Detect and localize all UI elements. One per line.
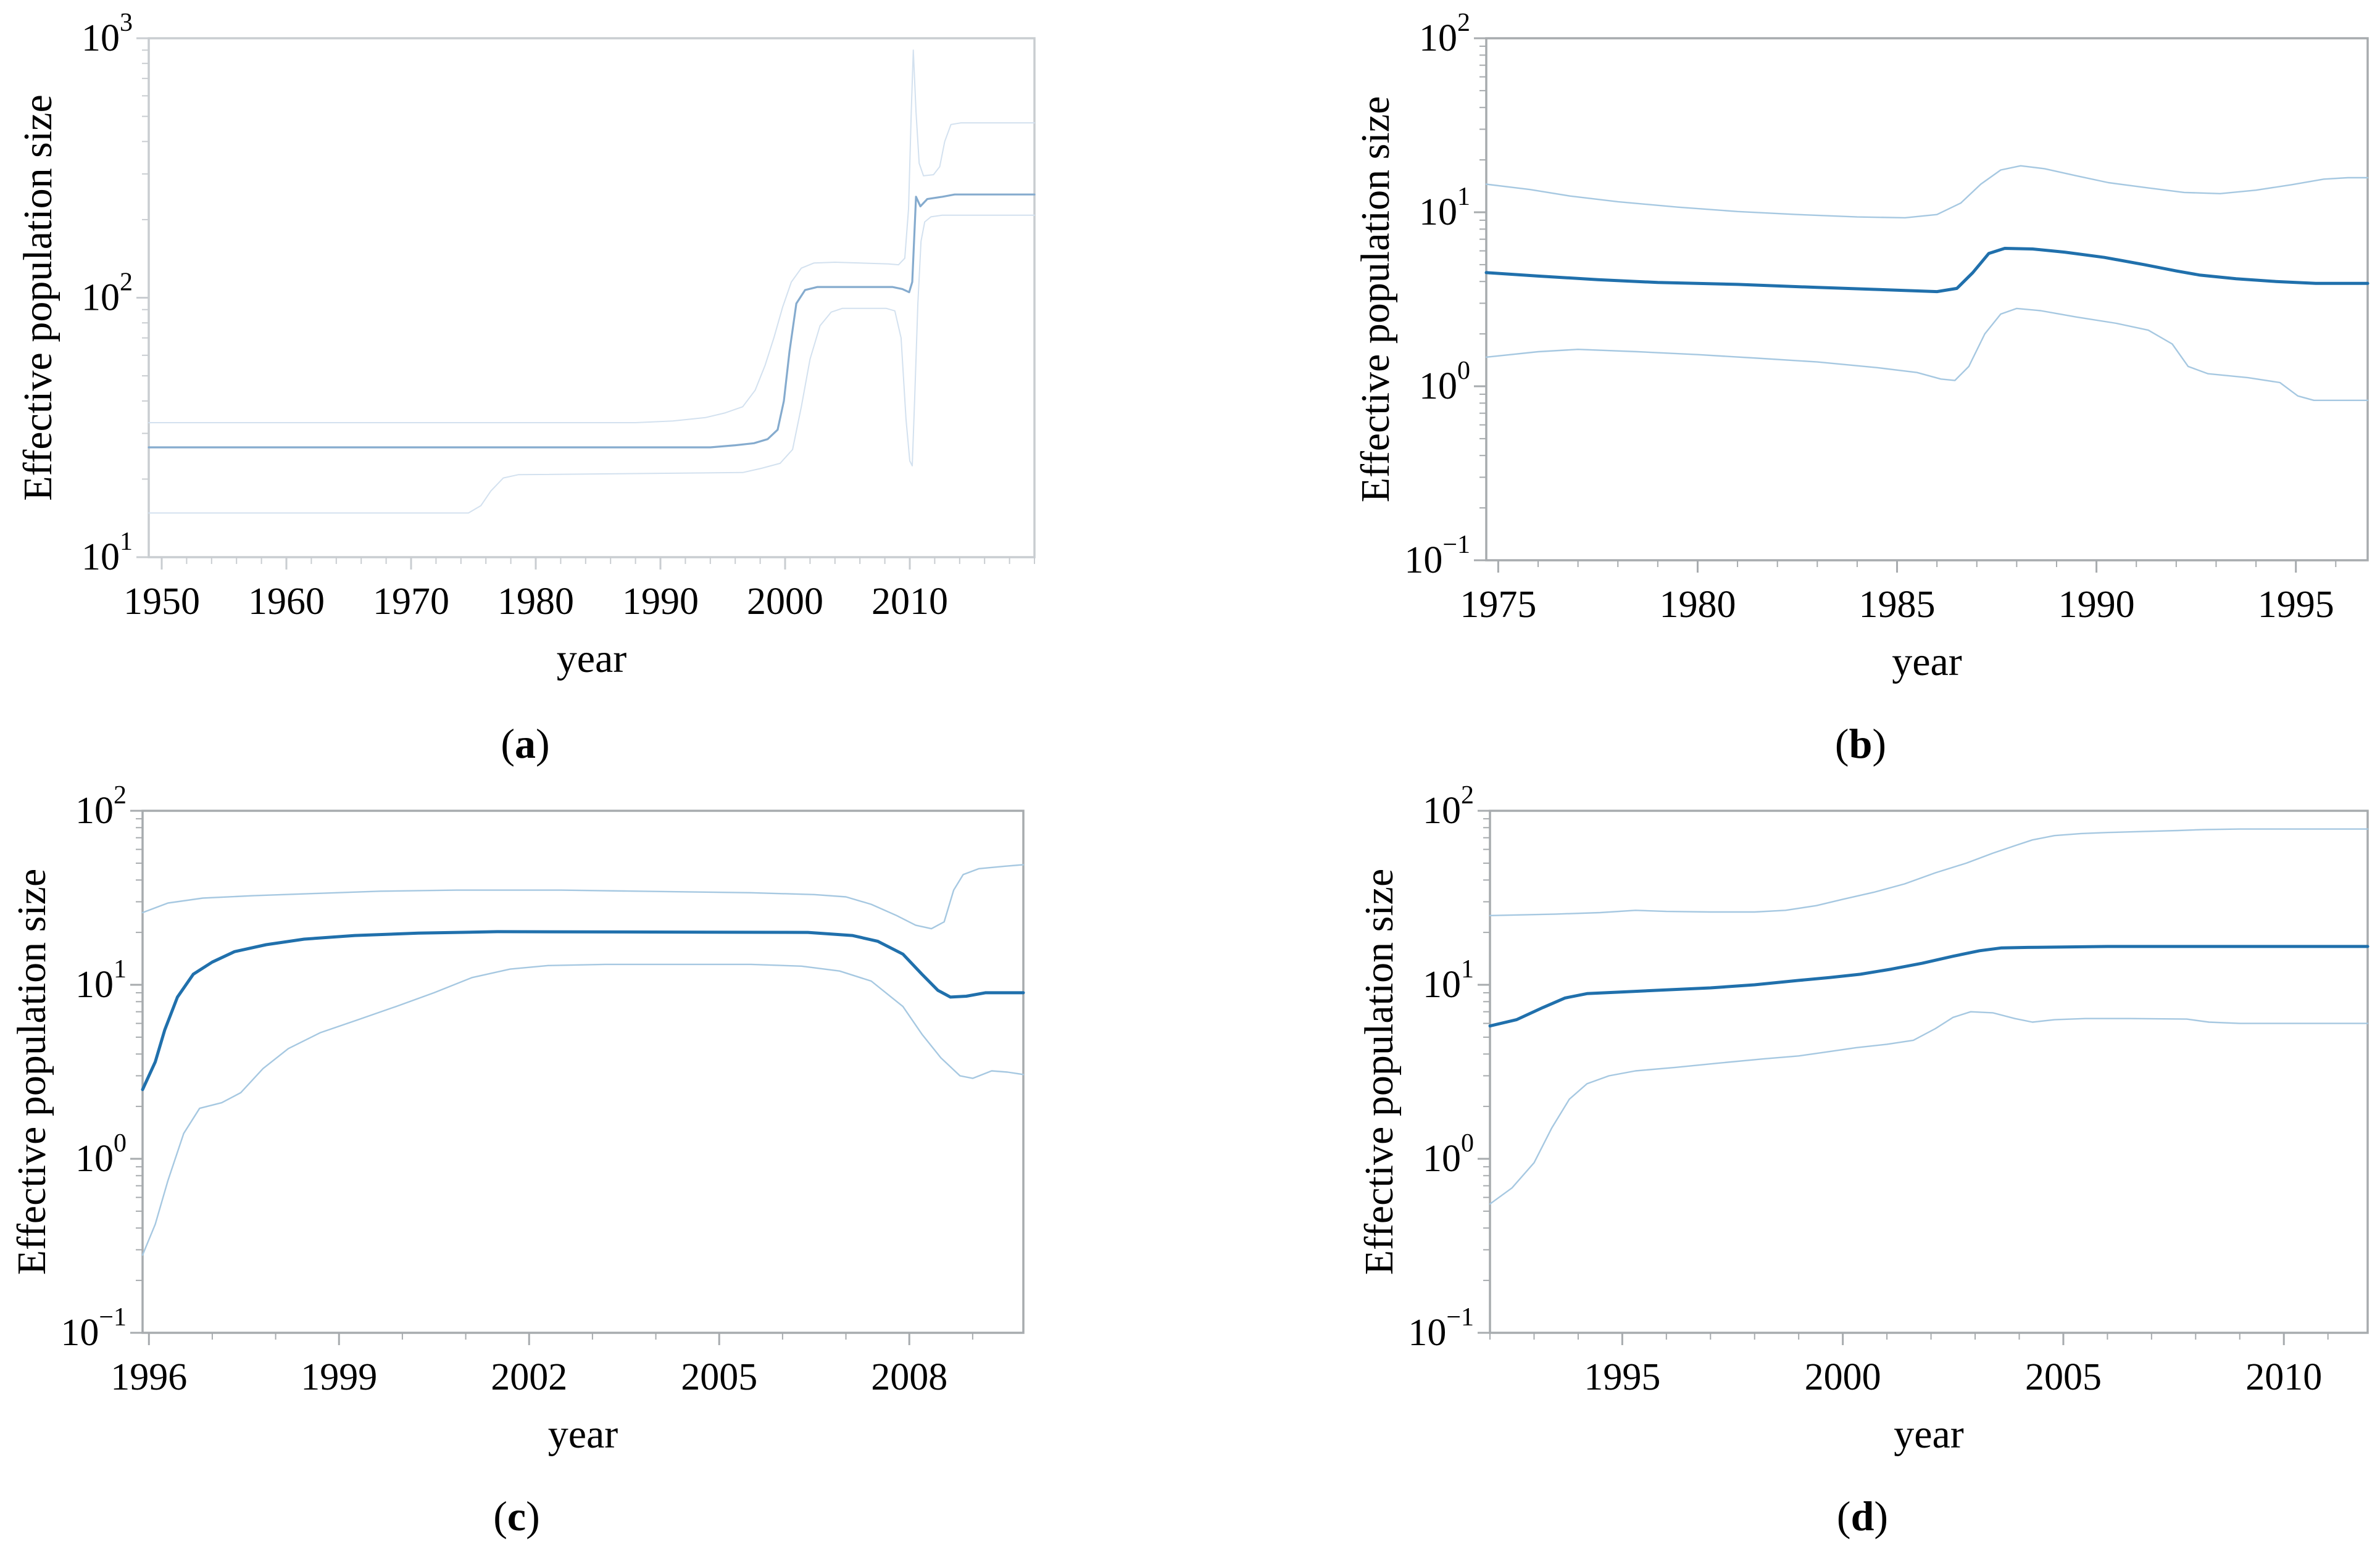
y-tick-label: 10−1 [1404, 531, 1470, 581]
plot-frame [1489, 810, 2369, 1334]
x-tick-label: 1980 [497, 581, 574, 623]
caption-close: ) [1872, 720, 1887, 767]
x-tick-label: 1970 [373, 581, 449, 623]
plot-frame [148, 37, 1036, 558]
x-axis-label: year [557, 636, 627, 681]
y-tick-label: 102 [75, 781, 127, 832]
y-tick-label: 10−1 [60, 1303, 127, 1354]
axes-ticks [136, 37, 1035, 570]
y-axis-label: Effective population size [9, 869, 54, 1275]
caption-letter: d [1850, 1493, 1874, 1540]
x-tick-label: 1995 [1584, 1356, 1660, 1398]
lower-ci-line [1485, 307, 2369, 401]
y-axis-label: Effective population size [15, 94, 60, 501]
x-tick-label: 1999 [301, 1356, 377, 1398]
x-tick-label: 1975 [1460, 584, 1536, 626]
upper-ci-line [1489, 828, 2369, 917]
caption-close: ) [1874, 1493, 1889, 1540]
upper-ci-line [148, 49, 1035, 423]
caption-open: ( [493, 1493, 507, 1540]
y-tick-label: 101 [1419, 183, 1470, 233]
panel-b-caption: (b) [1354, 710, 2368, 777]
y-tick-label: 103 [81, 9, 133, 59]
lower-ci-line [1489, 1011, 2369, 1205]
median-line [148, 193, 1036, 449]
chart-a: 101 102 103 1950 1960 1970 1980 1990 2000 2010 yea… [15, 9, 1036, 681]
chart-c: 10−1 100 101 102 1996 1999 2002 2005 2008 year Eff… [9, 781, 1025, 1457]
y-tick-label: 102 [1419, 9, 1470, 59]
x-axis-label: year [548, 1412, 618, 1457]
upper-ci-line [141, 864, 1025, 930]
panel-c-caption: (c) [10, 1482, 1023, 1550]
y-tick-label: 100 [1419, 357, 1470, 407]
x-tick-label: 2005 [681, 1356, 757, 1398]
panel-a: 101 102 103 1950 1960 1970 1980 1990 2000 2010 yea… [0, 0, 1190, 773]
y-tick-label: 102 [1423, 781, 1474, 832]
upper-ci-line [1485, 165, 2369, 219]
y-tick-label: 101 [81, 528, 133, 578]
chart-d: 10−1 100 101 102 1995 2000 2005 2010 year Effecti… [1357, 781, 2370, 1457]
x-tick-label: 1960 [248, 581, 325, 623]
y-tick-label: 100 [75, 1129, 127, 1180]
caption-open: ( [1836, 1493, 1851, 1540]
x-tick-label: 2005 [2025, 1356, 2102, 1398]
median-line [1488, 945, 2370, 1028]
y-tick-label: 101 [75, 955, 127, 1006]
x-tick-label: 1985 [1859, 584, 1936, 626]
x-tick-label: 2008 [871, 1356, 947, 1398]
y-tick-label: 102 [81, 268, 133, 319]
x-tick-label: 1996 [110, 1356, 187, 1398]
panel-d: 10−1 100 101 102 1995 2000 2005 2010 year Effecti… [1190, 773, 2380, 1545]
caption-letter: c [507, 1493, 526, 1540]
x-tick-label: 1990 [2058, 584, 2135, 626]
caption-open: ( [1834, 720, 1849, 767]
x-tick-label: 2002 [491, 1356, 567, 1398]
axes-ticks [130, 810, 973, 1345]
x-axis-label: year [1894, 1412, 1964, 1457]
y-tick-label: 101 [1423, 955, 1474, 1006]
caption-close: ) [526, 1493, 540, 1540]
x-tick-label: 1950 [123, 581, 200, 623]
y-tick-label: 100 [1423, 1129, 1474, 1180]
lower-ci-line [141, 963, 1025, 1256]
axes-ticks [1478, 810, 2329, 1345]
panel-d-caption: (d) [1357, 1482, 2368, 1550]
x-axis-label: year [1892, 639, 1962, 684]
panel-b: 10−1 100 101 102 1975 1980 1985 1990 1995 year Eff… [1190, 0, 2380, 773]
panel-c: 10−1 100 101 102 1996 1999 2002 2005 2008 year Eff… [0, 773, 1190, 1545]
x-tick-label: 2000 [1805, 1356, 1881, 1398]
caption-close: ) [536, 720, 550, 767]
panel-a-caption: (a) [16, 710, 1034, 777]
x-tick-label: 2010 [2245, 1356, 2322, 1398]
x-tick-label: 2000 [747, 581, 823, 623]
plot-frame [141, 810, 1025, 1334]
lower-ci-line [148, 214, 1035, 514]
caption-letter: b [1849, 720, 1873, 767]
x-tick-label: 1980 [1659, 584, 1736, 626]
y-axis-label: Effective population size [1357, 869, 1402, 1275]
axes-ticks [1474, 37, 2337, 573]
plot-frame [1485, 37, 2369, 562]
x-tick-label: 1995 [2258, 584, 2334, 626]
median-line [1484, 247, 2370, 294]
caption-letter: a [515, 720, 536, 767]
caption-open: ( [501, 720, 515, 767]
median-line [141, 930, 1025, 1092]
chart-b: 10−1 100 101 102 1975 1980 1985 1990 1995 year Eff… [1353, 9, 2370, 684]
x-tick-label: 1990 [622, 581, 699, 623]
y-axis-label: Effective population size [1353, 96, 1398, 503]
y-tick-label: 10−1 [1408, 1303, 1474, 1354]
x-tick-label: 2010 [872, 581, 948, 623]
